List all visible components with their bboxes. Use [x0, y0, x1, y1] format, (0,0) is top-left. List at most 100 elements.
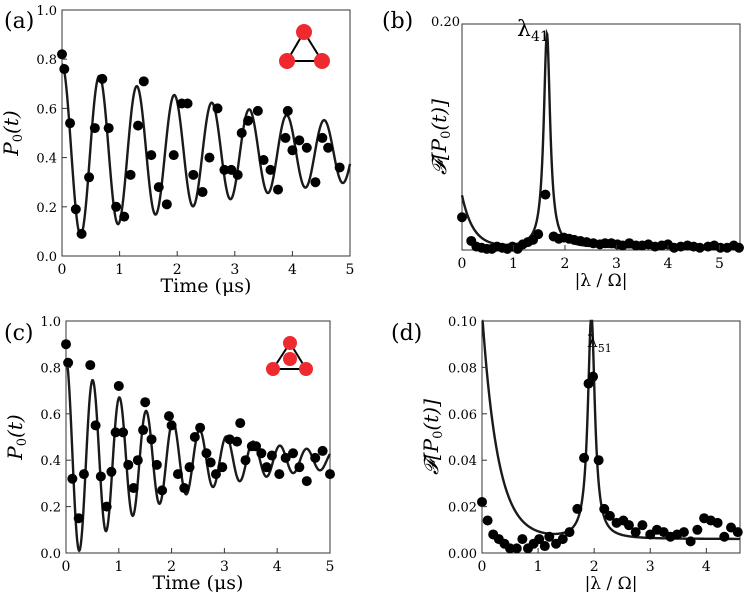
x-tick-label: 1	[534, 559, 543, 575]
data-point	[204, 152, 215, 163]
data-point	[182, 98, 193, 109]
x-tick-label: 4	[288, 262, 297, 278]
x-tick-label: 4	[663, 256, 672, 272]
data-point	[533, 229, 544, 240]
data-point	[210, 469, 221, 480]
data-point	[76, 228, 87, 239]
data-point	[572, 503, 583, 514]
plot-a: 0 1 2 3 4 5 0.0 0.2 0.4 0.6 0.8 1.0 Time (μs) P0(t)	[0, 4, 354, 297]
data-point	[95, 471, 106, 482]
data-point	[188, 169, 199, 180]
data-point	[564, 527, 575, 538]
data-point	[70, 204, 81, 215]
data-point	[212, 103, 223, 114]
data-point	[146, 434, 157, 445]
x-tick-label: 3	[230, 262, 239, 278]
data-point	[125, 169, 136, 180]
panel-d: (d) 0 1 2 3 4 0.00 0.02 0.04 0.06 0.08 0.10 |λ / Ω|…	[391, 315, 743, 592]
data-point	[157, 485, 168, 496]
data-point	[57, 49, 67, 60]
data-point	[280, 132, 291, 143]
data-point	[172, 469, 183, 480]
data-point	[301, 476, 312, 487]
data-point	[163, 411, 174, 422]
data-point	[317, 132, 328, 143]
data-point	[118, 427, 129, 438]
x-axis-label: |λ / Ω|	[585, 574, 638, 592]
y-tick-label: 0.06	[448, 408, 477, 423]
panel-label-d: (d)	[391, 321, 422, 346]
y-tick-label: 0.20	[431, 15, 460, 30]
plot-frame	[461, 23, 741, 251]
data-point	[273, 184, 283, 195]
data-point	[184, 462, 195, 473]
data-point	[539, 541, 550, 552]
panel-b: (b) 0 1 2 3 4 5 0.20 |λ / Ω| 𝓕[P0(t)] λ41	[382, 9, 744, 291]
y-tick-label: 1.0	[36, 4, 57, 19]
y-tick-label: 0.4	[36, 152, 57, 167]
y-tick-label: 1.0	[40, 315, 61, 330]
panel-label-b: (b)	[382, 9, 413, 34]
data-point	[123, 459, 134, 470]
y-tick-label: 0.2	[36, 201, 57, 216]
y-axis-label: 𝓕[P0(t)]	[419, 399, 446, 475]
data-point	[151, 459, 162, 470]
x-tick-label: 3	[220, 559, 229, 575]
data-point	[197, 187, 208, 198]
data-point	[482, 515, 493, 526]
plot-d: 0 1 2 3 4 0.00 0.02 0.04 0.06 0.08 0.10 |λ / Ω| 𝓕[P0…	[419, 315, 743, 592]
y-tick-label: 0.8	[36, 53, 57, 68]
data-point	[261, 462, 272, 473]
data-point	[84, 172, 95, 183]
data-point	[236, 128, 247, 138]
data-point	[692, 524, 703, 535]
data-point	[189, 432, 200, 442]
y-tick-label: 0.10	[448, 315, 477, 330]
data-point	[517, 534, 528, 545]
x-tick-label: 0	[58, 262, 67, 278]
plot-frame	[481, 320, 741, 554]
data-point	[685, 536, 696, 547]
data-point	[732, 527, 743, 538]
data-point	[73, 513, 84, 524]
y-axis-label: 𝓕[P0(t)]	[427, 99, 454, 175]
data-point	[232, 169, 243, 180]
data-point	[604, 510, 615, 521]
triangle-center-inset-icon	[266, 336, 313, 376]
fit-curve	[481, 319, 740, 541]
data-point	[153, 182, 164, 193]
data-point	[106, 466, 117, 477]
data-point	[334, 162, 345, 173]
y-tick-label: 0.04	[448, 454, 477, 469]
x-tick-label: 4	[702, 559, 711, 575]
x-tick-label: 2	[173, 262, 182, 278]
y-tick-label: 0.0	[40, 547, 61, 562]
data-point	[240, 455, 251, 466]
data-point	[179, 483, 190, 494]
data-point	[623, 520, 634, 531]
data-point	[593, 455, 604, 466]
data-point	[540, 189, 551, 200]
triangle-inset-icon	[279, 24, 330, 69]
data-point	[733, 242, 744, 253]
data-point	[266, 450, 277, 461]
x-axis-label: Time (μs)	[153, 572, 244, 592]
data-point	[90, 420, 101, 431]
data-point	[168, 150, 179, 161]
data-point	[630, 527, 641, 538]
data-point	[243, 115, 254, 126]
data-point	[201, 448, 212, 459]
data-point	[310, 452, 321, 463]
y-tick-label: 0.00	[448, 547, 477, 562]
x-tick-label: 2	[167, 559, 176, 575]
data-point	[637, 520, 648, 531]
data-point	[205, 457, 216, 468]
data-point	[251, 441, 262, 452]
panel-label-a: (a)	[4, 9, 34, 34]
data-point	[310, 177, 321, 188]
x-tick-label: 1	[115, 262, 124, 278]
data-point	[588, 371, 599, 382]
data-point	[97, 73, 108, 84]
data-point	[128, 483, 139, 494]
